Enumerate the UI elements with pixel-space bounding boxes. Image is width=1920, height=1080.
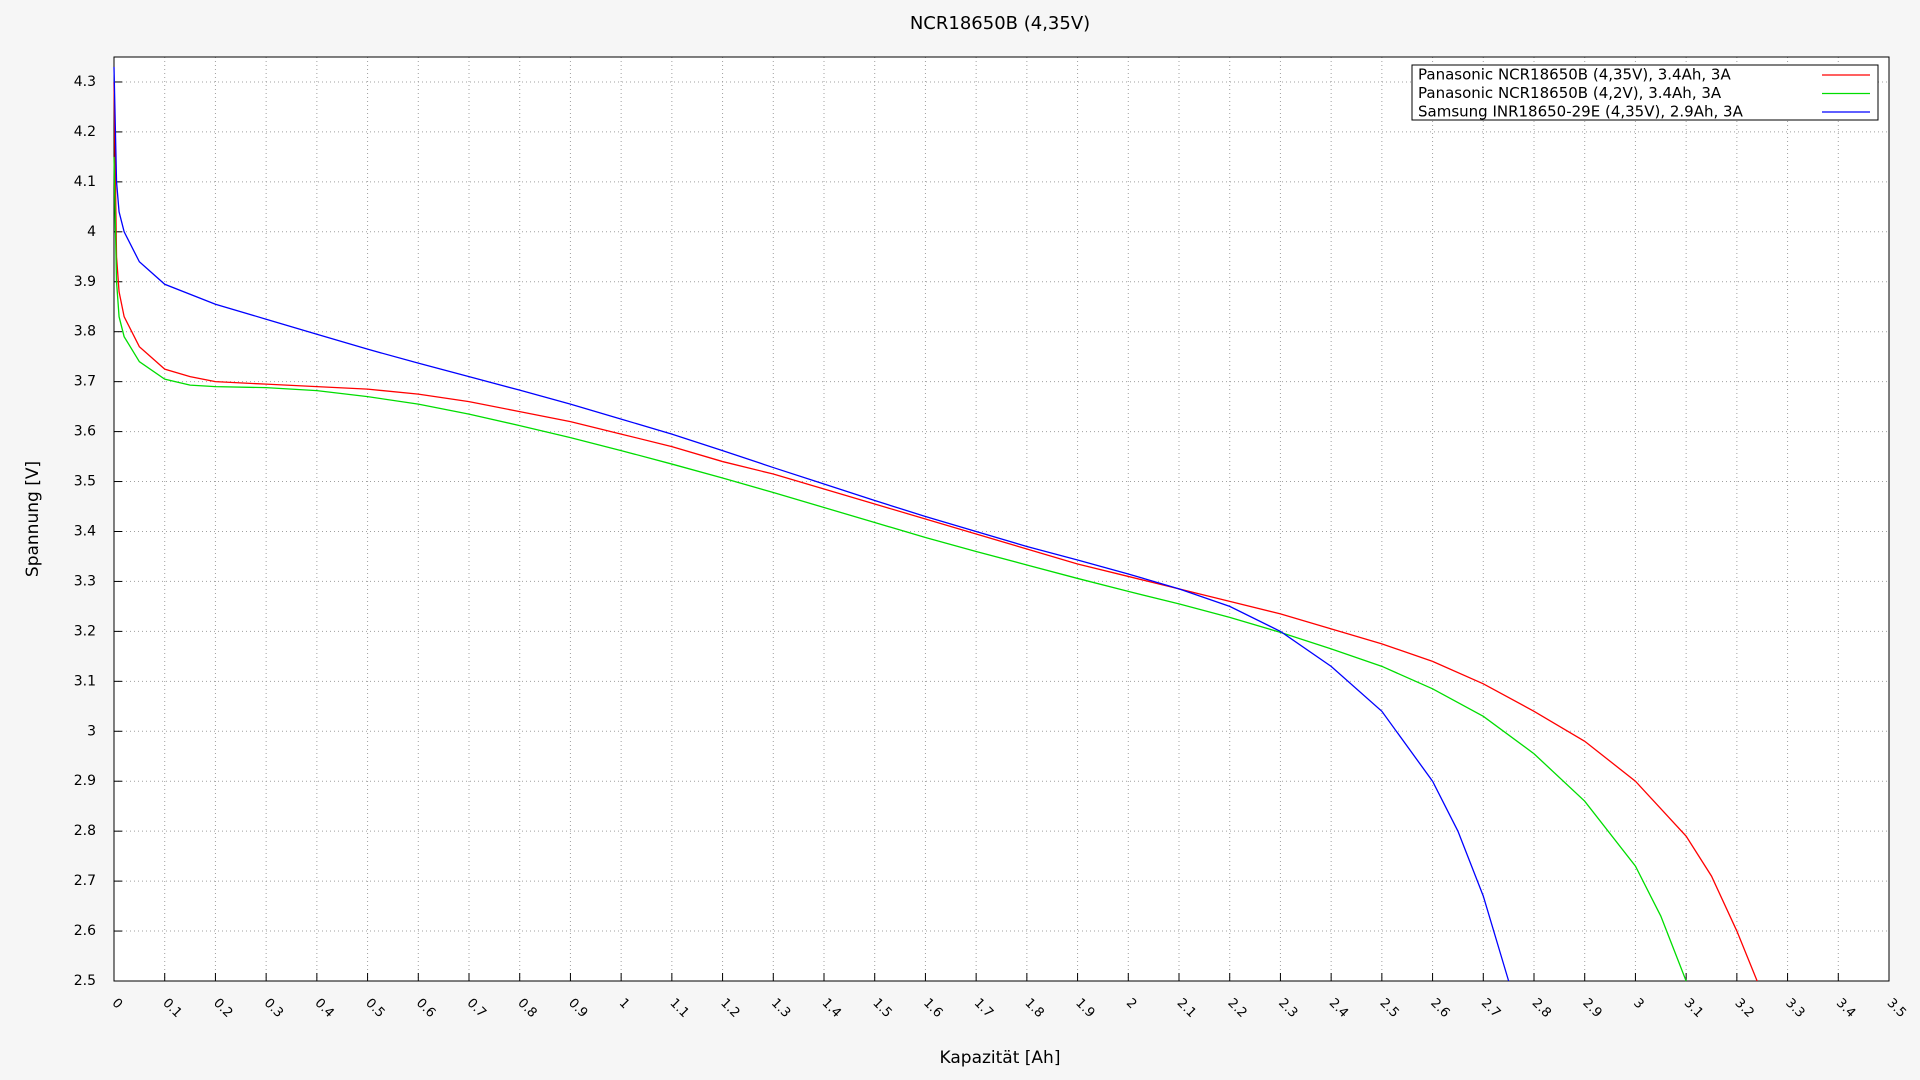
y-tick-label: 3: [87, 723, 96, 739]
x-tick-label: 0.8: [514, 996, 539, 1021]
y-tick-label: 3.3: [74, 573, 96, 589]
x-tick-label: 1.4: [819, 996, 844, 1021]
y-tick-label: 2.9: [74, 773, 96, 789]
x-tick-label: 0.1: [159, 996, 184, 1021]
legend-label: Panasonic NCR18650B (4,2V), 3.4Ah, 3A: [1418, 84, 1722, 102]
x-tick-label: 0.2: [210, 996, 235, 1021]
y-tick-label: 2.8: [74, 823, 96, 839]
x-tick-label: 3.4: [1833, 996, 1858, 1021]
x-tick-label: 2.8: [1529, 996, 1554, 1021]
x-tick-label: 3.3: [1782, 996, 1807, 1021]
x-tick-label: 2: [1123, 996, 1139, 1012]
x-tick-label: 1.5: [869, 996, 894, 1021]
x-tick-label: 0.5: [362, 996, 387, 1021]
x-tick-label: 1.9: [1072, 996, 1097, 1021]
x-tick-label: 1.7: [971, 996, 996, 1021]
data-line: [113, 81, 1758, 982]
y-tick-label: 2.7: [74, 873, 96, 889]
x-tick-label: 1.2: [717, 996, 742, 1021]
x-tick-label: 3.2: [1732, 996, 1757, 1021]
y-axis-label: Spannung [V]: [23, 461, 43, 577]
x-tick-label: 0.7: [464, 996, 489, 1021]
y-tick-label: 3.9: [74, 274, 96, 290]
x-tick-label: 3.5: [1884, 996, 1909, 1021]
x-tick-label: 2.7: [1478, 996, 1503, 1021]
plot-area: [114, 57, 1889, 981]
y-tick-label: 2.6: [74, 923, 96, 939]
y-tick-label: 3.7: [74, 374, 96, 390]
y-tick-label: 3.6: [74, 424, 96, 440]
legend-box: [1411, 64, 1879, 121]
x-tick-label: 2.9: [1579, 996, 1604, 1021]
legend-label: Samsung INR18650-29E (4,35V), 2.9Ah, 3A: [1418, 103, 1744, 121]
y-tick-label: 4.2: [74, 124, 96, 140]
x-tick-label: 3: [1630, 996, 1646, 1012]
legend-label: Panasonic NCR18650B (4,35V), 3.4Ah, 3A: [1418, 66, 1731, 84]
y-tick-label: 3.1: [74, 673, 96, 689]
x-tick-label: 0.4: [312, 996, 337, 1021]
data-line: [113, 156, 1687, 982]
y-tick-label: 3.5: [74, 474, 96, 490]
x-tick-label: 1: [616, 996, 632, 1012]
y-tick-label: 4.3: [74, 74, 96, 90]
chart-title: NCR18650B (4,35V): [910, 13, 1090, 34]
x-tick-label: 0.6: [413, 996, 438, 1021]
x-tick-label: 2.6: [1427, 996, 1452, 1021]
y-tick-label: 3.8: [74, 324, 96, 340]
x-tick-label: 3.1: [1681, 996, 1706, 1021]
x-tick-label: 0.9: [565, 996, 590, 1021]
y-tick-label: 2.5: [74, 973, 96, 989]
x-tick-label: 2.1: [1174, 996, 1199, 1021]
x-tick-label: 1.3: [768, 996, 793, 1021]
x-tick-label: 0: [109, 996, 125, 1012]
x-tick-label: 1.6: [920, 996, 945, 1021]
y-tick-label: 4: [87, 224, 96, 240]
x-tick-label: 2.4: [1326, 996, 1351, 1021]
x-axis-label: Kapazität [Ah]: [940, 1048, 1061, 1068]
y-tick-label: 3.2: [74, 623, 96, 639]
plot-border: [113, 56, 1890, 982]
x-tick-label: 1.1: [667, 996, 692, 1021]
x-tick-label: 2.5: [1377, 996, 1402, 1021]
x-tick-label: 2.3: [1275, 996, 1300, 1021]
data-line: [113, 66, 1510, 982]
y-tick-label: 3.4: [74, 523, 96, 539]
x-tick-label: 0.3: [261, 996, 286, 1021]
y-tick-label: 4.1: [74, 174, 96, 190]
x-tick-label: 1.8: [1022, 996, 1047, 1021]
x-tick-label: 2.2: [1224, 996, 1249, 1021]
